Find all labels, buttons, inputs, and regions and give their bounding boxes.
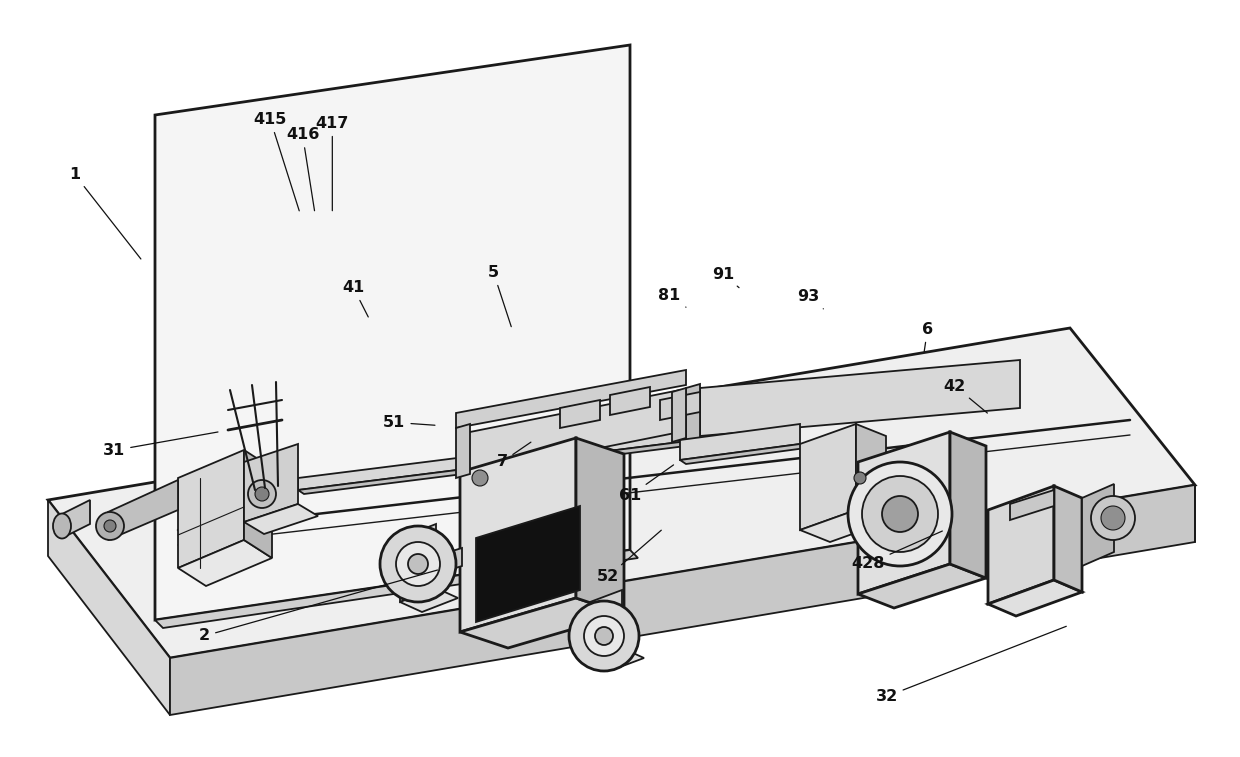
Polygon shape	[179, 450, 244, 568]
Text: 1: 1	[69, 167, 141, 259]
Polygon shape	[950, 432, 986, 578]
Polygon shape	[298, 442, 686, 494]
Polygon shape	[460, 438, 577, 632]
Polygon shape	[701, 360, 1021, 436]
Text: 91: 91	[712, 266, 739, 288]
Polygon shape	[244, 504, 317, 534]
Polygon shape	[1054, 486, 1083, 592]
Polygon shape	[476, 506, 580, 622]
Circle shape	[584, 616, 624, 656]
Polygon shape	[686, 440, 725, 452]
Text: 416: 416	[286, 127, 319, 210]
Polygon shape	[680, 424, 800, 460]
Circle shape	[854, 472, 866, 484]
Polygon shape	[244, 450, 272, 558]
Polygon shape	[800, 510, 887, 542]
Circle shape	[862, 476, 937, 552]
Polygon shape	[244, 444, 298, 522]
Polygon shape	[155, 45, 630, 620]
Circle shape	[848, 462, 952, 566]
Circle shape	[396, 542, 440, 586]
Polygon shape	[680, 444, 806, 464]
Text: 51: 51	[383, 415, 435, 430]
Text: 42: 42	[944, 378, 987, 413]
Circle shape	[1101, 506, 1125, 530]
Text: 428: 428	[852, 531, 942, 572]
Polygon shape	[1083, 484, 1114, 566]
Text: 415: 415	[254, 112, 299, 211]
Polygon shape	[48, 328, 1195, 658]
Polygon shape	[460, 390, 680, 476]
Polygon shape	[988, 486, 1054, 604]
Polygon shape	[401, 588, 458, 612]
Text: 61: 61	[619, 465, 673, 503]
Polygon shape	[590, 590, 622, 660]
Polygon shape	[436, 548, 463, 574]
Text: 7: 7	[497, 442, 531, 469]
Circle shape	[379, 526, 456, 602]
Circle shape	[248, 480, 277, 508]
Polygon shape	[456, 370, 686, 428]
Polygon shape	[298, 430, 680, 490]
Polygon shape	[577, 438, 624, 614]
Polygon shape	[800, 424, 856, 530]
Polygon shape	[610, 387, 650, 415]
Text: 41: 41	[342, 280, 368, 317]
Polygon shape	[988, 580, 1083, 616]
Circle shape	[104, 520, 117, 532]
Circle shape	[1091, 496, 1135, 540]
Circle shape	[569, 601, 639, 671]
Polygon shape	[155, 550, 639, 628]
Polygon shape	[858, 432, 950, 594]
Circle shape	[95, 512, 124, 540]
Polygon shape	[1011, 490, 1054, 520]
Polygon shape	[401, 524, 436, 602]
Text: 31: 31	[103, 432, 218, 458]
Polygon shape	[108, 480, 179, 540]
Polygon shape	[560, 400, 600, 428]
Ellipse shape	[53, 513, 71, 538]
Text: 417: 417	[316, 116, 348, 210]
Circle shape	[472, 470, 489, 486]
Polygon shape	[858, 564, 986, 608]
Circle shape	[408, 554, 428, 574]
Polygon shape	[62, 500, 91, 538]
Text: 81: 81	[658, 288, 686, 307]
Circle shape	[882, 496, 918, 532]
Text: 5: 5	[489, 265, 511, 327]
Polygon shape	[456, 424, 470, 478]
Polygon shape	[686, 384, 701, 444]
Text: 93: 93	[797, 289, 823, 309]
Text: 2: 2	[200, 570, 438, 643]
Polygon shape	[48, 500, 170, 715]
Polygon shape	[179, 540, 272, 586]
Circle shape	[255, 487, 269, 501]
Text: 32: 32	[875, 626, 1066, 704]
Polygon shape	[170, 485, 1195, 715]
Polygon shape	[672, 388, 686, 442]
Polygon shape	[460, 598, 624, 648]
Circle shape	[595, 627, 613, 645]
Polygon shape	[856, 424, 887, 522]
Polygon shape	[660, 392, 701, 420]
Polygon shape	[590, 648, 644, 670]
Text: 6: 6	[923, 322, 932, 351]
Text: 52: 52	[596, 530, 661, 584]
